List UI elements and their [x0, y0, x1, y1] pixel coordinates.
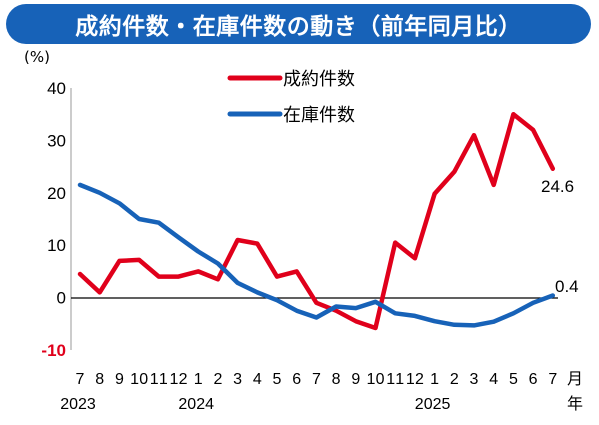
x-tick-label: 11	[150, 371, 168, 388]
y-tick-label: 40	[47, 79, 66, 98]
x-tick-label: 6	[529, 371, 538, 388]
y-tick-label: 30	[47, 131, 66, 150]
legend: 成約件数 在庫件数	[227, 69, 355, 126]
year-label: 2023	[60, 396, 96, 413]
x-tick-label: 2	[213, 371, 222, 388]
inventory-line	[77, 182, 556, 328]
x-tick-label: 5	[509, 371, 518, 388]
x-tick-label: 8	[332, 371, 341, 388]
x-tick-label: 2	[450, 371, 459, 388]
x-tick-label: 7	[76, 371, 85, 388]
year-unit-label: 年	[567, 395, 583, 413]
x-tick-label: 1	[194, 371, 203, 388]
y-tick-label: 20	[47, 184, 66, 203]
title-banner: 成約件数・在庫件数の動き（前年同月比）	[6, 4, 591, 44]
contracts-line	[77, 111, 556, 331]
x-tick-label: 4	[489, 371, 498, 388]
x-tick-label: 10	[367, 371, 385, 388]
year-label: 2025	[415, 396, 451, 413]
x-tick-label: 11	[386, 371, 404, 388]
x-unit-label: 月	[567, 371, 583, 388]
x-tick-label: 4	[253, 371, 262, 388]
end-label-contracts: 24.6	[541, 177, 574, 196]
year-label: 2024	[178, 396, 214, 413]
x-tick-label: 3	[470, 371, 479, 388]
y-tick-label: 10	[47, 236, 66, 255]
x-tick-label: 5	[273, 371, 282, 388]
x-tick-label: 7	[312, 371, 321, 388]
end-label-inventory: 0.4	[555, 277, 579, 296]
y-tick-label: 0	[57, 289, 66, 308]
year-labels: 2023 2024 2025	[60, 396, 450, 413]
x-axis: 7 8 9 10 11 12 1 2 3 4 5 6 7 8 9 10 11 12 1 2 3 4 5 6 7	[76, 371, 558, 388]
x-tick-label: 12	[406, 371, 424, 388]
y-axis: 40 30 20 10 0 -10	[41, 79, 66, 360]
x-tick-label: 9	[351, 371, 360, 388]
x-tick-label: 10	[130, 371, 148, 388]
x-tick-label: 7	[548, 371, 557, 388]
legend-label-inventory: 在庫件数	[283, 105, 355, 126]
chart-title: 成約件数・在庫件数の動き（前年同月比）	[75, 14, 522, 40]
x-tick-label: 9	[115, 371, 124, 388]
x-tick-label: 1	[430, 371, 439, 388]
y-tick-label: -10	[41, 341, 66, 360]
x-tick-label: 6	[292, 371, 301, 388]
x-tick-label: 3	[233, 371, 242, 388]
x-tick-label: 8	[95, 371, 104, 388]
series-lines	[77, 111, 556, 331]
y-unit-label: (%)	[24, 48, 50, 66]
x-tick-label: 12	[170, 371, 188, 388]
legend-label-contracts: 成約件数	[283, 69, 355, 90]
